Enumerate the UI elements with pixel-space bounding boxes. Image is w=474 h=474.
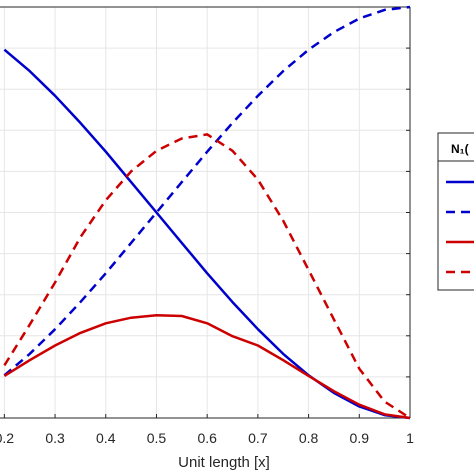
legend-box — [437, 132, 474, 291]
series-line-1 — [3, 48, 411, 420]
grid — [0, 6, 411, 419]
x-tick-label: 0.5 — [147, 430, 167, 446]
x-tick-label: 0.7 — [248, 430, 268, 446]
x-tick-label: 0.4 — [96, 430, 116, 446]
x-tick-label: 1 — [406, 430, 414, 446]
series-line-3 — [3, 314, 411, 420]
x-tick-label: 0.3 — [45, 430, 65, 446]
series-lines — [3, 5, 411, 420]
x-tick-label: 0.6 — [197, 430, 217, 446]
x-tick-labels: 0.2 0.3 0.4 0.5 0.6 0.7 0.8 0.9 1 — [0, 430, 414, 446]
axes — [0, 6, 411, 419]
x-tick-label: 0.8 — [299, 430, 319, 446]
legend: N₁( — [437, 132, 474, 291]
x-tick-label: 0.9 — [350, 430, 370, 446]
series-line-2 — [3, 5, 411, 377]
legend-title: N₁( — [451, 142, 469, 156]
series-line-4 — [3, 133, 411, 420]
x-tick-label: 0.2 — [0, 430, 14, 446]
x-axis-label: Unit length [x] — [178, 454, 270, 471]
